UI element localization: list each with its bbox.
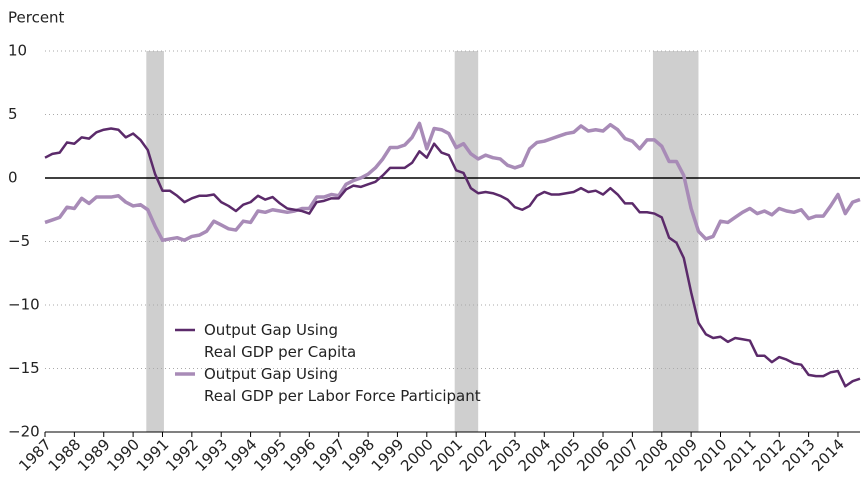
x-tick-label: 1990 <box>103 435 143 475</box>
x-tick-label: 1995 <box>250 435 290 475</box>
x-tick-label: 1992 <box>162 435 202 475</box>
x-tick-label: 1989 <box>74 435 114 475</box>
x-tick-label: 2006 <box>573 435 613 475</box>
x-tick-label: 2003 <box>485 435 525 475</box>
x-tick-label: 2005 <box>544 435 584 475</box>
x-tick-label: 2009 <box>661 435 701 475</box>
x-tick-label: 2002 <box>456 435 496 475</box>
x-tick-label: 1997 <box>309 435 349 475</box>
x-tick-label: 1993 <box>191 435 231 475</box>
x-tick-label: 1999 <box>368 435 408 475</box>
y-tick-label: 5 <box>8 105 18 123</box>
y-axis-label: Percent <box>8 9 65 27</box>
y-tick-label: −15 <box>8 359 40 377</box>
series-line <box>44 127 861 388</box>
x-tick-label: 2000 <box>397 435 437 475</box>
legend-label: Output Gap Using Real GDP per Labor Force… <box>204 365 481 405</box>
recession-band <box>146 51 164 432</box>
x-tick-label: 2008 <box>632 435 672 475</box>
recession-band <box>454 51 479 432</box>
y-tick-label: −20 <box>8 423 40 441</box>
y-tick-label: −5 <box>8 232 30 250</box>
x-tick-label: 2007 <box>603 435 643 475</box>
x-tick-label: 1994 <box>221 435 261 475</box>
x-tick-label: 2012 <box>750 435 790 475</box>
x-tick-label: 2014 <box>808 435 848 475</box>
x-tick-label: 2001 <box>426 435 466 475</box>
x-tick-label: 1996 <box>280 435 320 475</box>
x-tick-label: 2013 <box>779 435 819 475</box>
x-tick-label: 2004 <box>515 435 555 475</box>
x-tick-label: 1988 <box>45 435 85 475</box>
legend-label: Output Gap Using Real GDP per Capita <box>204 321 356 361</box>
x-tick-label: 1987 <box>15 435 55 475</box>
y-tick-label: 0 <box>8 169 18 187</box>
y-tick-label: −10 <box>8 296 40 314</box>
x-tick-label: 2010 <box>691 435 731 475</box>
x-tick-label: 1998 <box>338 435 378 475</box>
y-tick-label: 10 <box>8 42 27 60</box>
x-tick-label: 1991 <box>133 435 173 475</box>
series-line <box>44 121 861 242</box>
x-tick-label: 2011 <box>720 435 760 475</box>
